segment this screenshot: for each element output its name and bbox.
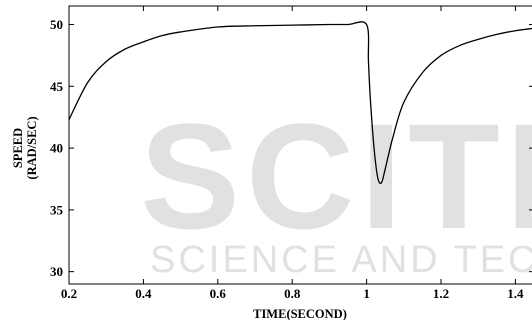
plot-frame xyxy=(68,5,532,285)
x-tick-label: 1 xyxy=(363,286,370,301)
speed-series-line xyxy=(68,21,532,184)
y-axis-label-line-2: (RAD/SEC) xyxy=(25,116,39,179)
y-tick-label: 35 xyxy=(50,202,64,217)
x-tick-label: 0.8 xyxy=(284,286,301,301)
y-tick-label: 30 xyxy=(50,264,63,279)
x-tick-label: 1.2 xyxy=(433,286,449,301)
x-tick-label: 0.4 xyxy=(135,286,152,301)
x-tick-label: 0.2 xyxy=(61,286,77,301)
y-tick-label: 45 xyxy=(50,79,64,94)
y-tick-label: 50 xyxy=(50,17,63,32)
x-tick-label: 1.4 xyxy=(507,286,524,301)
watermark-big-text: SCITE xyxy=(140,92,532,260)
x-axis-ticks: 0.2 0.4 0.6 0.8 1 1.2 1.4 xyxy=(61,6,524,301)
x-tick-label: 0.6 xyxy=(210,286,227,301)
y-axis-label-line-1: SPEED xyxy=(11,128,25,168)
y-axis-label: SPEED (RAD/SEC) xyxy=(11,116,39,179)
watermark-small-text: SCIENCE AND TECH xyxy=(150,239,532,281)
y-tick-label: 40 xyxy=(50,141,63,156)
watermark: SCITE SCIENCE AND TECH xyxy=(140,92,532,281)
x-axis-label: TIME(SECOND) xyxy=(253,307,347,320)
y-axis-ticks: 30 35 40 45 50 xyxy=(50,17,532,279)
